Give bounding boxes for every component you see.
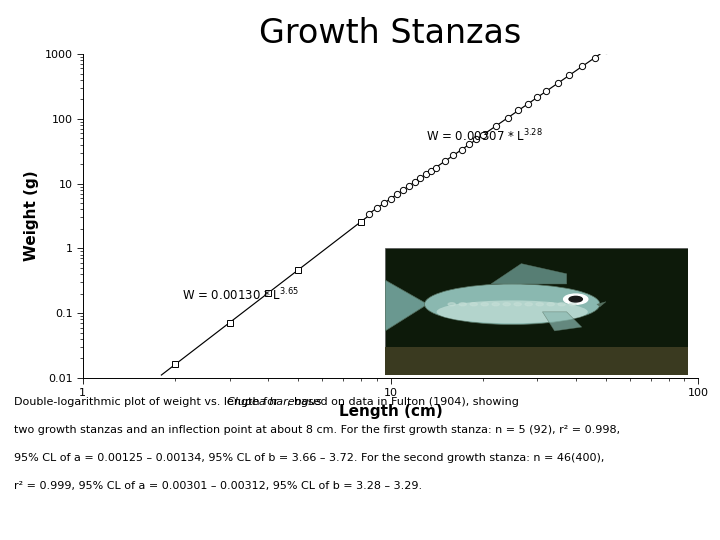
Circle shape: [492, 303, 500, 306]
FancyBboxPatch shape: [385, 347, 688, 375]
Circle shape: [547, 303, 554, 306]
FancyBboxPatch shape: [385, 248, 688, 375]
Circle shape: [459, 303, 467, 306]
Circle shape: [481, 303, 488, 306]
Circle shape: [503, 303, 510, 306]
Text: Double-logarithmic plot of weight vs. length for: Double-logarithmic plot of weight vs. le…: [14, 397, 282, 407]
Polygon shape: [542, 312, 582, 331]
Ellipse shape: [436, 300, 588, 323]
Title: Growth Stanzas: Growth Stanzas: [259, 17, 522, 50]
Circle shape: [569, 303, 576, 306]
Text: two growth stanzas and an inflection point at about 8 cm. For the first growth s: two growth stanzas and an inflection poi…: [14, 425, 621, 435]
Text: r² = 0.999, 95% CL of a = 0.00301 – 0.00312, 95% CL of b = 3.28 – 3.29.: r² = 0.999, 95% CL of a = 0.00301 – 0.00…: [14, 481, 423, 491]
Circle shape: [525, 303, 532, 306]
Text: 95% CL of a = 0.00125 – 0.00134, 95% CL of b = 3.66 – 3.72. For the second growt: 95% CL of a = 0.00125 – 0.00134, 95% CL …: [14, 453, 605, 463]
X-axis label: Length (cm): Length (cm): [338, 404, 443, 419]
Text: W = 0.00130 * L$^{3.65}$: W = 0.00130 * L$^{3.65}$: [182, 286, 299, 303]
Ellipse shape: [425, 284, 600, 325]
Circle shape: [448, 303, 455, 306]
Circle shape: [470, 303, 477, 306]
Text: Clupea harengus: Clupea harengus: [227, 397, 321, 407]
Text: W = 0.00307 * L$^{3.28}$: W = 0.00307 * L$^{3.28}$: [426, 127, 542, 144]
Circle shape: [536, 303, 544, 306]
Y-axis label: Weight (g): Weight (g): [24, 171, 39, 261]
Text: , based on data in Fulton (1904), showing: , based on data in Fulton (1904), showin…: [287, 397, 518, 407]
Polygon shape: [597, 302, 606, 307]
Circle shape: [564, 294, 588, 304]
Circle shape: [514, 303, 521, 306]
Circle shape: [558, 303, 565, 306]
Circle shape: [569, 296, 582, 302]
Polygon shape: [385, 280, 428, 331]
Polygon shape: [491, 264, 567, 284]
